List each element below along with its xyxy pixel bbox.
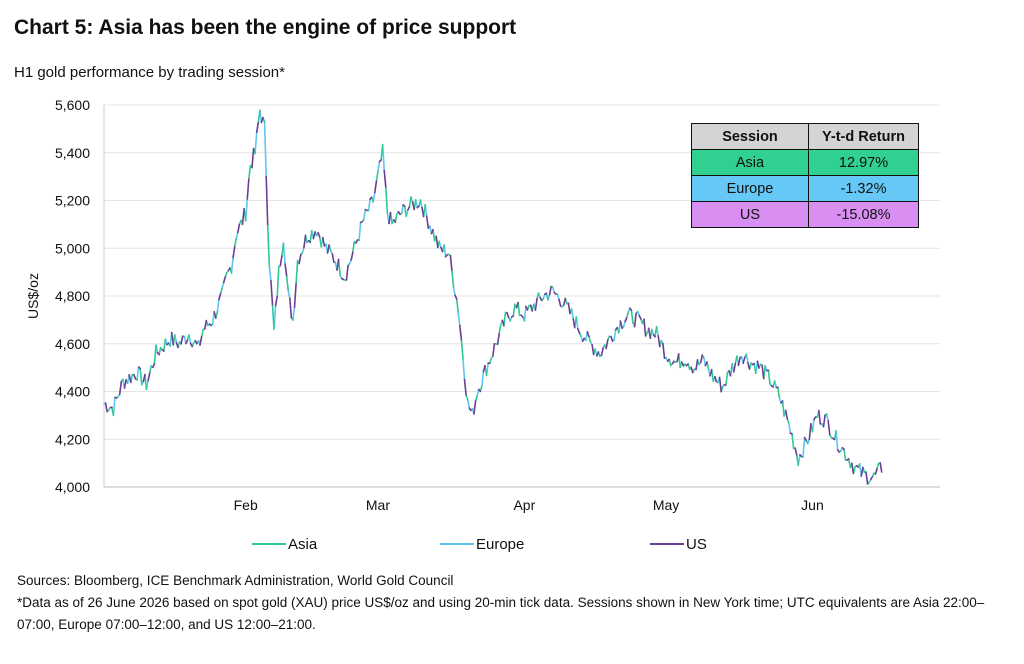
table-cell-session: Europe bbox=[691, 175, 809, 202]
legend-label: Europe bbox=[476, 536, 524, 553]
table-header-return: Y-t-d Return bbox=[808, 123, 919, 150]
chart-notes: Sources: Bloomberg, ICE Benchmark Admini… bbox=[17, 570, 1007, 636]
y-tick-label: 4,800 bbox=[55, 288, 90, 304]
y-tick-label: 4,400 bbox=[55, 384, 90, 400]
asia-series-line bbox=[106, 109, 880, 485]
table-cell-session: US bbox=[691, 201, 809, 228]
x-tick-label: Feb bbox=[234, 497, 258, 513]
legend-label: US bbox=[686, 536, 707, 553]
footnote: *Data as of 26 June 2026 based on spot g… bbox=[17, 595, 985, 632]
table-cell-session: Asia bbox=[691, 149, 809, 176]
y-tick-label: 4,000 bbox=[55, 479, 90, 495]
chart-subtitle: H1 gold performance by trading session* bbox=[14, 64, 285, 81]
table-cell-return: -1.32% bbox=[808, 175, 919, 202]
x-tick-label: Mar bbox=[366, 497, 390, 513]
table-header-session: Session bbox=[691, 123, 809, 150]
x-axis-ticks: Feb Mar Apr May Jun bbox=[234, 497, 824, 513]
y-tick-label: 4,600 bbox=[55, 336, 90, 352]
table-cell-return: 12.97% bbox=[808, 149, 919, 176]
legend-label: Asia bbox=[288, 536, 318, 553]
gold-session-line-chart: 4,000 4,200 4,400 4,600 4,800 5,000 5,200 5,400… bbox=[25, 97, 940, 553]
y-tick-label: 5,000 bbox=[55, 240, 90, 256]
x-tick-label: May bbox=[653, 497, 679, 513]
table-header-row: Session Y-t-d Return bbox=[691, 123, 919, 150]
y-axis-label: US$/oz bbox=[25, 273, 41, 319]
table-row-asia: Asia 12.97% bbox=[691, 149, 919, 176]
us-series-line bbox=[104, 116, 883, 485]
europe-series-line bbox=[103, 109, 881, 484]
ytd-return-table: Session Y-t-d Return Asia 12.97% Europe … bbox=[691, 123, 919, 228]
table-row-us: US -15.08% bbox=[691, 201, 919, 228]
legend: Asia Europe US bbox=[252, 536, 707, 553]
y-tick-label: 5,200 bbox=[55, 193, 90, 209]
series-lines bbox=[103, 109, 883, 485]
y-axis-ticks: 4,000 4,200 4,400 4,600 4,800 5,000 5,200 5,400… bbox=[55, 97, 90, 495]
y-tick-label: 5,600 bbox=[55, 97, 90, 113]
x-tick-label: Jun bbox=[801, 497, 824, 513]
table-row-europe: Europe -1.32% bbox=[691, 175, 919, 202]
y-tick-label: 4,200 bbox=[55, 431, 90, 447]
x-tick-label: Apr bbox=[513, 497, 535, 513]
chart-title: Chart 5: Asia has been the engine of pri… bbox=[14, 16, 517, 39]
y-tick-label: 5,400 bbox=[55, 145, 90, 161]
sources-note: Sources: Bloomberg, ICE Benchmark Admini… bbox=[17, 573, 454, 588]
table-cell-return: -15.08% bbox=[808, 201, 919, 228]
